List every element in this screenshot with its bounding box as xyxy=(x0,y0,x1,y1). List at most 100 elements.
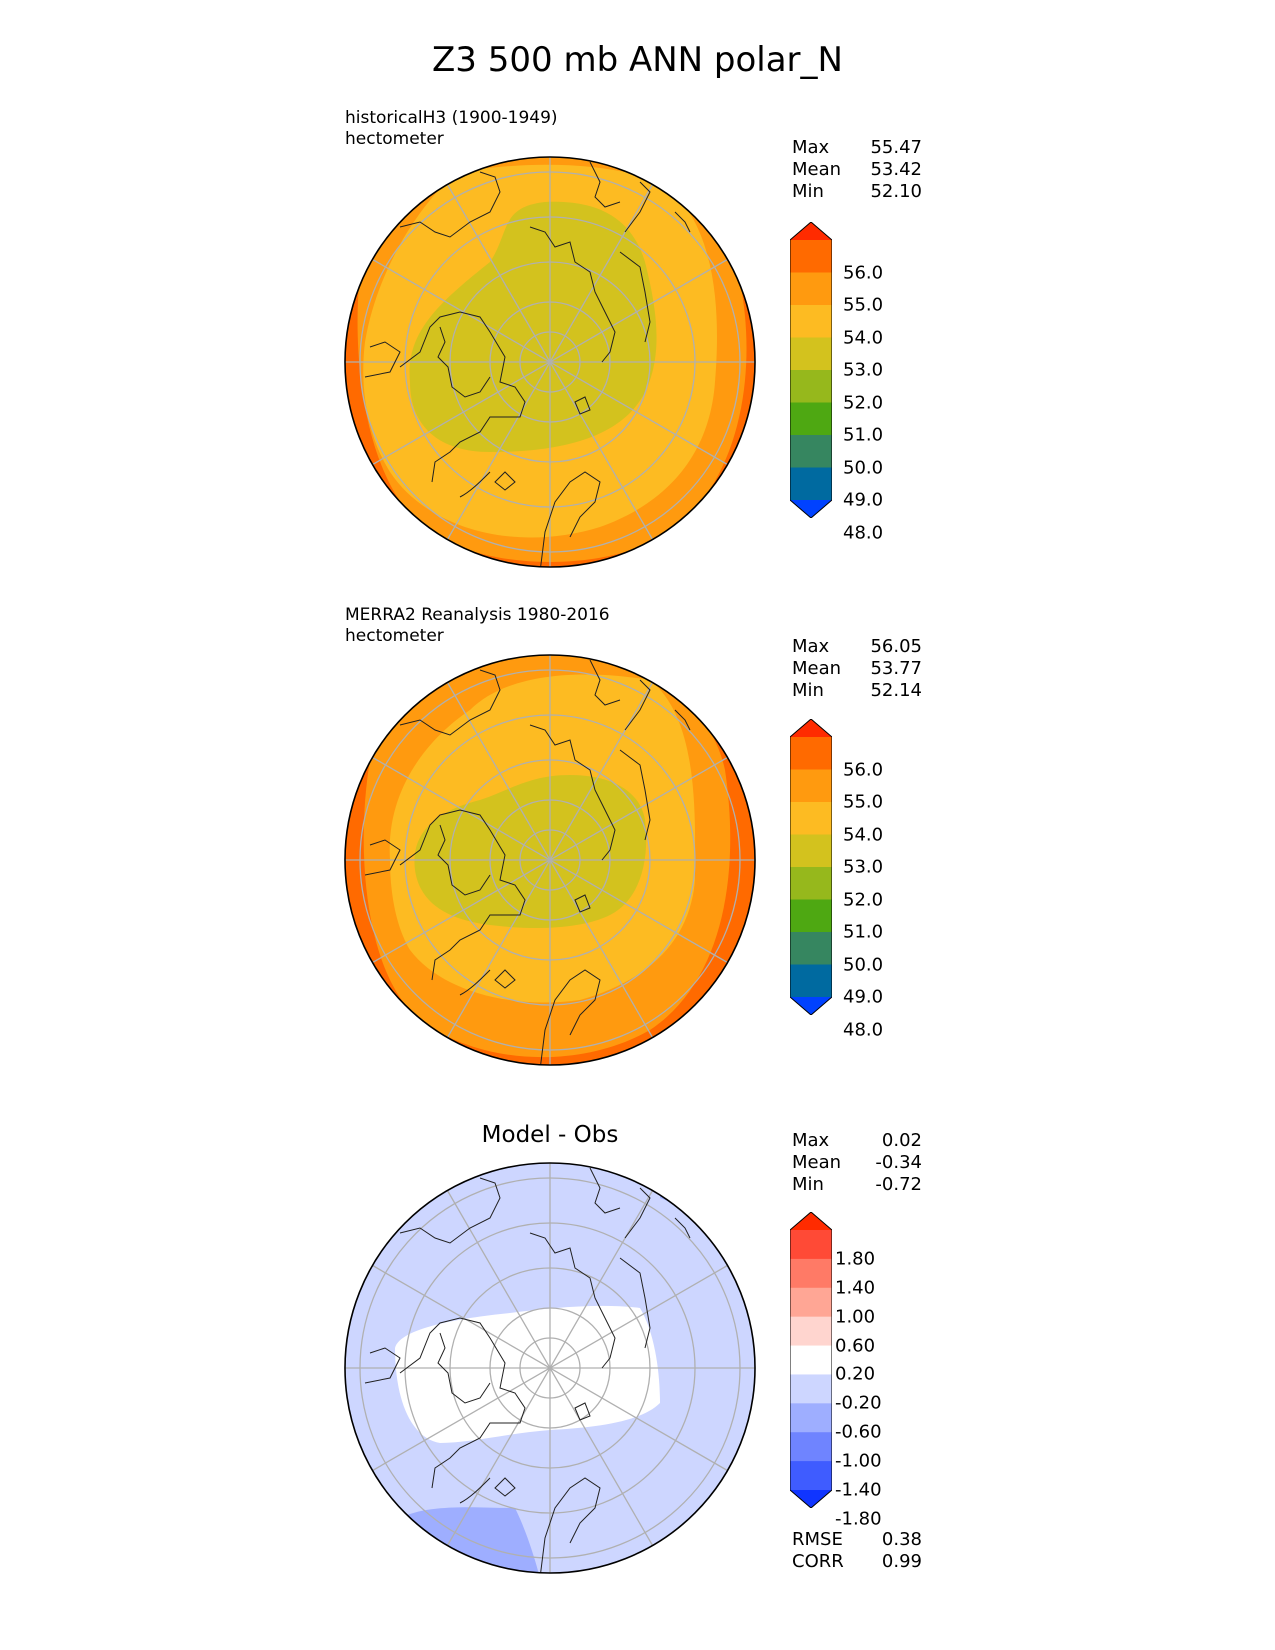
panel1-colorbar-extend-max xyxy=(790,222,832,240)
panel3-colorbar-segment xyxy=(790,1258,832,1289)
panel1-colorbar-segment xyxy=(790,305,832,338)
panel2-colorbar-segment xyxy=(790,899,832,933)
panel2-colorbar-extend-min xyxy=(790,997,832,1015)
panel1-colorbar-segment xyxy=(790,370,832,403)
panel1-map-border xyxy=(344,156,756,568)
panel2-colorbar-tick-label: 54.0 xyxy=(843,824,884,845)
panel1-stat-mean: Mean 53.42 xyxy=(792,159,922,180)
panel2-colorbar-tick-label: 50.0 xyxy=(843,954,884,975)
panel3-colorbar-segment xyxy=(790,1230,832,1260)
panel1-colorbar xyxy=(790,222,832,518)
panel3-colorbar-tick-label: 0.20 xyxy=(835,1363,876,1385)
panel2-polar-map xyxy=(344,654,756,1066)
panel3-colorbar-tick-label: 1.80 xyxy=(835,1248,876,1270)
panel2-colorbar-tick-label: 48.0 xyxy=(843,1019,884,1040)
panel2-colorbar-tick-label: 49.0 xyxy=(843,986,884,1008)
panel3-colorbar-labels: 1.80 1.40 1.00 0.60 0.20 -0.20 -0.60 -1.00 -1.40… xyxy=(835,1212,903,1529)
panel2-colorbar-segment xyxy=(790,867,832,900)
panel1-field-core xyxy=(409,201,657,452)
panel2-colorbar-extend-max xyxy=(790,719,832,737)
panel3-colorbar-tick-label: -0.20 xyxy=(835,1392,882,1414)
panel1-colorbar-tick-label: 48.0 xyxy=(843,522,884,543)
panel1-colorbar-labels: 56.0 55.0 54.0 53.0 52.0 51.0 50.0 49.0 48.0 xyxy=(843,222,903,543)
panel2-colorbar-tick-label: 55.0 xyxy=(843,791,884,813)
panel3-colorbar-segment xyxy=(790,1374,832,1404)
panel1-colorbar-tick-label: 52.0 xyxy=(843,392,884,413)
panel1-stat-max: Max 55.47 xyxy=(792,137,922,158)
panel3-colorbar-segment xyxy=(790,1345,832,1375)
panel2-stat-mean: Mean 53.77 xyxy=(792,658,922,679)
panel2-colorbar-segment xyxy=(790,834,832,868)
panel2-colorbar-segment xyxy=(790,737,832,770)
panel1-colorbar-segment xyxy=(790,337,832,371)
panel3-metric-rmse: RMSE 0.38 xyxy=(792,1529,922,1550)
panel3-polar-map xyxy=(344,1162,756,1574)
panel3-colorbar-segment xyxy=(790,1403,832,1433)
panel3-graticule xyxy=(345,1163,755,1573)
panel1-colorbar-segment xyxy=(790,240,832,273)
panel2-stat-max: Max 56.05 xyxy=(792,636,922,657)
panel1-colorbar-tick-label: 50.0 xyxy=(843,457,884,478)
panel3-stat-mean: Mean -0.34 xyxy=(792,1152,922,1173)
panel2-colorbar-labels: 56.0 55.0 54.0 53.0 52.0 51.0 50.0 49.0 48.0 xyxy=(843,719,903,1040)
panel3-stat-min: Min -0.72 xyxy=(792,1174,922,1195)
panel3-coastlines xyxy=(364,1167,691,1573)
panel1-graticule xyxy=(345,157,755,567)
panel3-stat-max: Max 0.02 xyxy=(792,1130,922,1151)
panel2-graticule xyxy=(345,655,755,1065)
panel1-coastlines xyxy=(364,161,691,567)
panel2-map-border xyxy=(344,654,756,1066)
panel2-colorbar-tick-label: 52.0 xyxy=(843,889,884,910)
panel2-coastlines xyxy=(364,659,691,1065)
panel3-title: Model - Obs xyxy=(481,1122,619,1148)
panel2-case-label: MERRA2 Reanalysis 1980-2016 xyxy=(345,605,610,625)
panel2-colorbar-tick-label: 51.0 xyxy=(843,921,884,943)
panel3-colorbar-segment xyxy=(790,1316,832,1347)
panel1-colorbar-tick-label: 54.0 xyxy=(843,327,884,348)
panel1-stats: Max 55.47 Mean 53.42 Min 52.10 xyxy=(792,137,922,203)
panel2-subtitle: MERRA2 Reanalysis 1980-2016 hectometer xyxy=(345,605,610,647)
panel1-case-label: historicalH3 (1900-1949) xyxy=(345,108,558,128)
panel3-metric-corr: CORR 0.99 xyxy=(792,1551,922,1572)
panel2-colorbar-tick-label: 56.0 xyxy=(843,759,884,780)
panel1-units-label: hectometer xyxy=(345,129,444,149)
panel3-colorbar-segment xyxy=(790,1461,832,1491)
panel1-colorbar-extend-min xyxy=(790,500,832,518)
panel3-colorbar-tick-label: -1.80 xyxy=(835,1508,882,1530)
panel2-colorbar xyxy=(790,719,832,1015)
figure-title: Z3 500 mb ANN polar_N xyxy=(432,40,843,80)
panel1-colorbar-tick-label: 51.0 xyxy=(843,424,884,446)
panel1-subtitle: historicalH3 (1900-1949) hectometer xyxy=(345,108,558,150)
panel1-colorbar-tick-label: 56.0 xyxy=(843,262,884,283)
panel1-colorbar-tick-label: 53.0 xyxy=(843,359,884,381)
panel1-colorbar-tick-label: 49.0 xyxy=(843,489,884,511)
panel3-stats: Max 0.02 Mean -0.34 Min -0.72 xyxy=(792,1130,922,1196)
panel1-colorbar-segment xyxy=(790,467,832,501)
panel2-colorbar-tick-label: 53.0 xyxy=(843,856,884,878)
panel3-colorbar-segment xyxy=(790,1287,832,1318)
panel3-colorbar-segment xyxy=(790,1432,832,1462)
panel1-colorbar-segment xyxy=(790,272,832,306)
panel2-colorbar-segment xyxy=(790,932,832,965)
panel1-colorbar-segment xyxy=(790,402,832,436)
panel2-stat-min: Min 52.14 xyxy=(792,680,922,701)
panel2-units-label: hectometer xyxy=(345,626,444,646)
panel2-colorbar-segment xyxy=(790,802,832,835)
panel1-stat-min: Min 52.10 xyxy=(792,181,922,202)
panel1-colorbar-tick-label: 55.0 xyxy=(843,294,884,316)
panel2-colorbar-segment xyxy=(790,964,832,998)
panel1-polar-map xyxy=(344,156,756,568)
panel3-colorbar-tick-label: -1.00 xyxy=(835,1450,882,1472)
panel2-colorbar-segment xyxy=(790,769,832,803)
panel3-map-border xyxy=(344,1162,756,1574)
panel3-colorbar-tick-label: 1.00 xyxy=(835,1306,876,1328)
panel3-colorbar-tick-label: -0.60 xyxy=(835,1421,882,1443)
panel3-colorbar-tick-label: 1.40 xyxy=(835,1277,876,1299)
panel2-stats: Max 56.05 Mean 53.77 Min 52.14 xyxy=(792,636,922,702)
panel3-colorbar-tick-label: -1.40 xyxy=(835,1479,882,1501)
panel3-colorbar-extend-max xyxy=(790,1212,832,1230)
panel3-metrics: RMSE 0.38 CORR 0.99 xyxy=(792,1529,922,1573)
panel3-colorbar-extend-min xyxy=(790,1490,832,1508)
panel3-colorbar-tick-label: 0.60 xyxy=(835,1335,876,1357)
panel3-field-low-bottom xyxy=(380,1507,540,1573)
